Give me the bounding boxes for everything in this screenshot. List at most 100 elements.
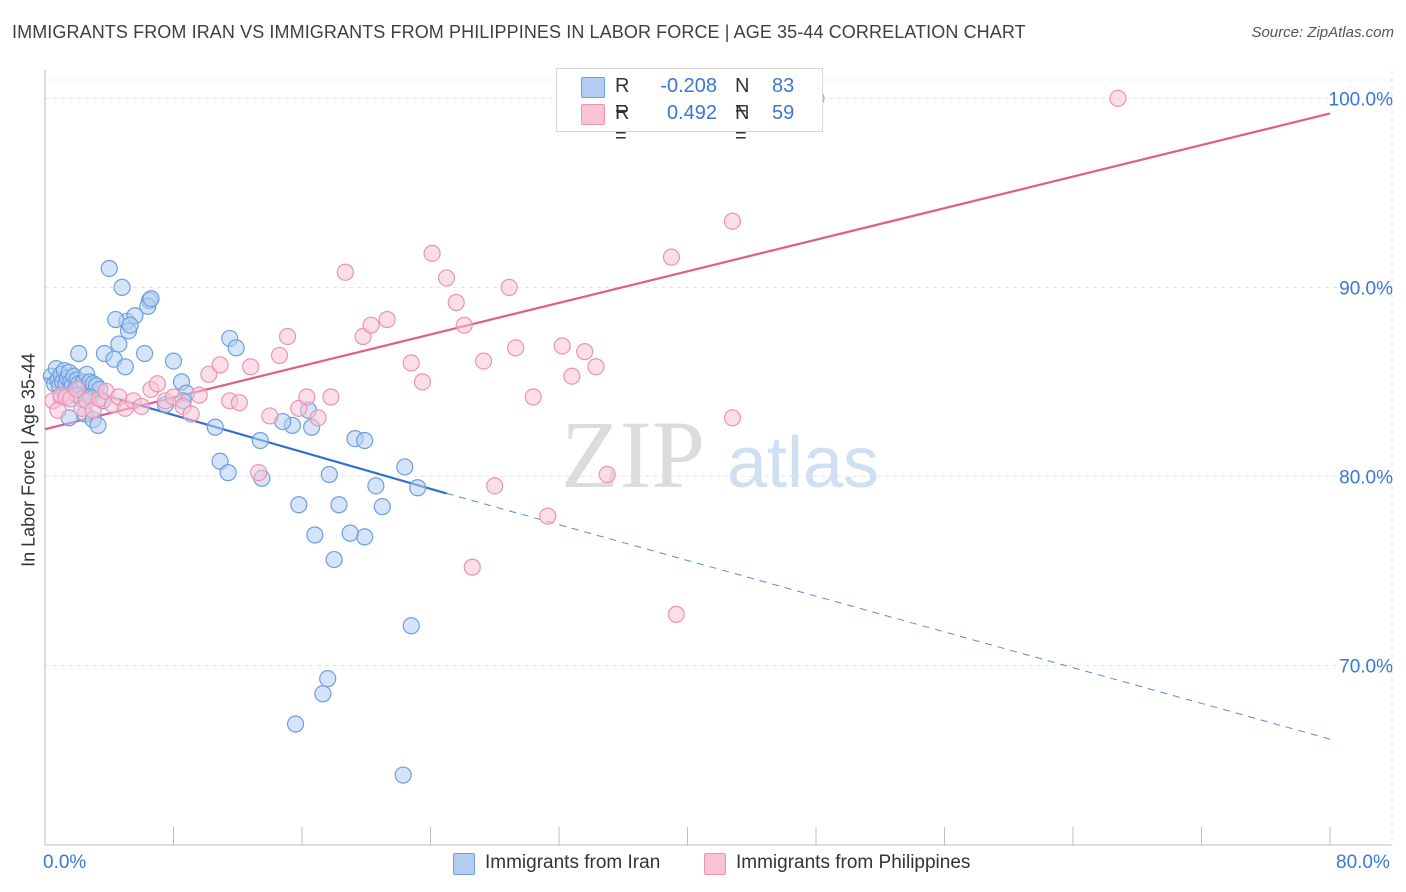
iran-point xyxy=(356,431,374,450)
philippines-point xyxy=(211,356,229,374)
iran-point xyxy=(110,335,128,353)
philippines-point xyxy=(507,339,525,357)
philippines-point xyxy=(298,388,316,406)
iran-point xyxy=(367,477,385,495)
y-axis-label: In Labor Force | Age 35-44 xyxy=(18,353,39,567)
philippines-point xyxy=(524,388,542,406)
iran-point xyxy=(325,550,343,569)
philippines-point xyxy=(598,465,616,484)
x-tick-max: 80.0% xyxy=(1336,852,1390,873)
philippines-point xyxy=(587,358,605,376)
iran-point xyxy=(107,310,125,329)
philippines-point xyxy=(378,310,396,329)
correlation-legend: R = -0.208 N = 83 R = 0.492 N = 59 xyxy=(556,68,823,147)
philippines-point xyxy=(278,327,297,346)
philippines-point xyxy=(500,278,518,296)
philippines-point xyxy=(68,380,86,399)
philippines-points xyxy=(44,89,1127,623)
philippines-point xyxy=(1109,89,1127,107)
watermark-zip: ZIP xyxy=(561,401,705,508)
philippines-n-value: 59 xyxy=(772,102,795,124)
iran-point xyxy=(89,416,107,434)
philippines-point xyxy=(667,605,685,623)
y-tick-label: 100.0% xyxy=(1329,89,1394,110)
philippines-point xyxy=(336,263,354,281)
bottom-legend-iran-icon xyxy=(453,853,475,875)
philippines-point xyxy=(447,293,465,312)
philippines-point xyxy=(242,358,260,376)
philippines-point xyxy=(132,397,150,416)
iran-point xyxy=(341,524,359,542)
philippines-point xyxy=(563,367,581,385)
iran-point xyxy=(251,431,269,450)
philippines-point xyxy=(455,316,473,334)
philippines-point xyxy=(576,343,594,361)
iran-point xyxy=(227,339,245,357)
axes xyxy=(44,70,1392,846)
iran-point xyxy=(320,465,338,484)
philippines-point xyxy=(309,409,327,427)
iran-point xyxy=(70,344,88,363)
iran-n-value: 83 xyxy=(772,75,795,97)
y-tick-labels: 70.0% 80.0% 90.0% 100.0% xyxy=(1329,89,1394,677)
philippines-n-label: N = xyxy=(735,102,750,147)
philippines-point xyxy=(322,388,340,406)
philippines-point xyxy=(723,212,742,230)
chart-source: Source: ZipAtlas.com xyxy=(1251,24,1394,41)
philippines-point xyxy=(200,365,218,383)
chart-title: IMMIGRANTS FROM IRAN VS IMMIGRANTS FROM … xyxy=(12,22,1026,42)
bottom-legend-philippines-icon xyxy=(704,853,726,875)
gridlines xyxy=(45,70,1393,845)
iran-point xyxy=(373,498,391,516)
iran-point xyxy=(100,259,118,278)
philippines-point xyxy=(539,507,557,525)
iran-point xyxy=(142,290,160,308)
philippines-point xyxy=(402,354,420,372)
iran-point xyxy=(394,766,412,784)
iran-point xyxy=(356,528,374,546)
philippines-point xyxy=(250,464,268,482)
philippines-point xyxy=(270,346,289,365)
iran-point xyxy=(219,464,237,482)
philippines-point xyxy=(463,558,481,576)
iran-point xyxy=(409,479,427,497)
iran-r-label: R = xyxy=(615,75,630,120)
philippines-r-label: R = xyxy=(615,102,630,147)
watermark-atlas: atlas xyxy=(727,423,879,503)
philippines-point xyxy=(362,316,380,334)
iran-point xyxy=(319,670,337,688)
philippines-point xyxy=(662,248,681,266)
iran-point xyxy=(135,344,154,363)
x-tick-min: 0.0% xyxy=(43,852,87,873)
bottom-legend-iran-label: Immigrants from Iran xyxy=(485,852,661,873)
iran-point xyxy=(396,458,414,476)
iran-r-value: -0.208 xyxy=(660,75,717,97)
philippines-point xyxy=(474,352,493,370)
iran-point xyxy=(206,418,224,436)
iran-point xyxy=(314,685,332,703)
philippines-point xyxy=(261,407,279,425)
iran-n-label: N = xyxy=(735,75,750,120)
iran-point xyxy=(286,715,305,733)
iran-point xyxy=(290,496,308,514)
y-tick-label: 80.0% xyxy=(1339,467,1393,488)
iran-point xyxy=(402,617,420,635)
philippines-point xyxy=(230,394,248,412)
philippines-point xyxy=(486,477,504,495)
philippines-point xyxy=(553,337,571,355)
iran-point xyxy=(113,278,131,296)
philippines-point xyxy=(182,405,200,423)
philippines-point xyxy=(413,373,432,391)
philippines-swatch-icon xyxy=(581,104,605,125)
iran-point xyxy=(121,316,139,334)
philippines-trend-line xyxy=(44,112,1331,431)
watermark: ZIP atlas xyxy=(561,401,879,508)
iran-point xyxy=(164,352,183,370)
philippines-point xyxy=(190,386,208,404)
y-tick-label: 90.0% xyxy=(1339,278,1393,299)
philippines-point xyxy=(148,375,167,393)
philippines-r-value: 0.492 xyxy=(666,102,717,124)
philippines-point xyxy=(723,409,742,427)
bottom-legend-philippines-label: Immigrants from Philippines xyxy=(736,852,971,873)
